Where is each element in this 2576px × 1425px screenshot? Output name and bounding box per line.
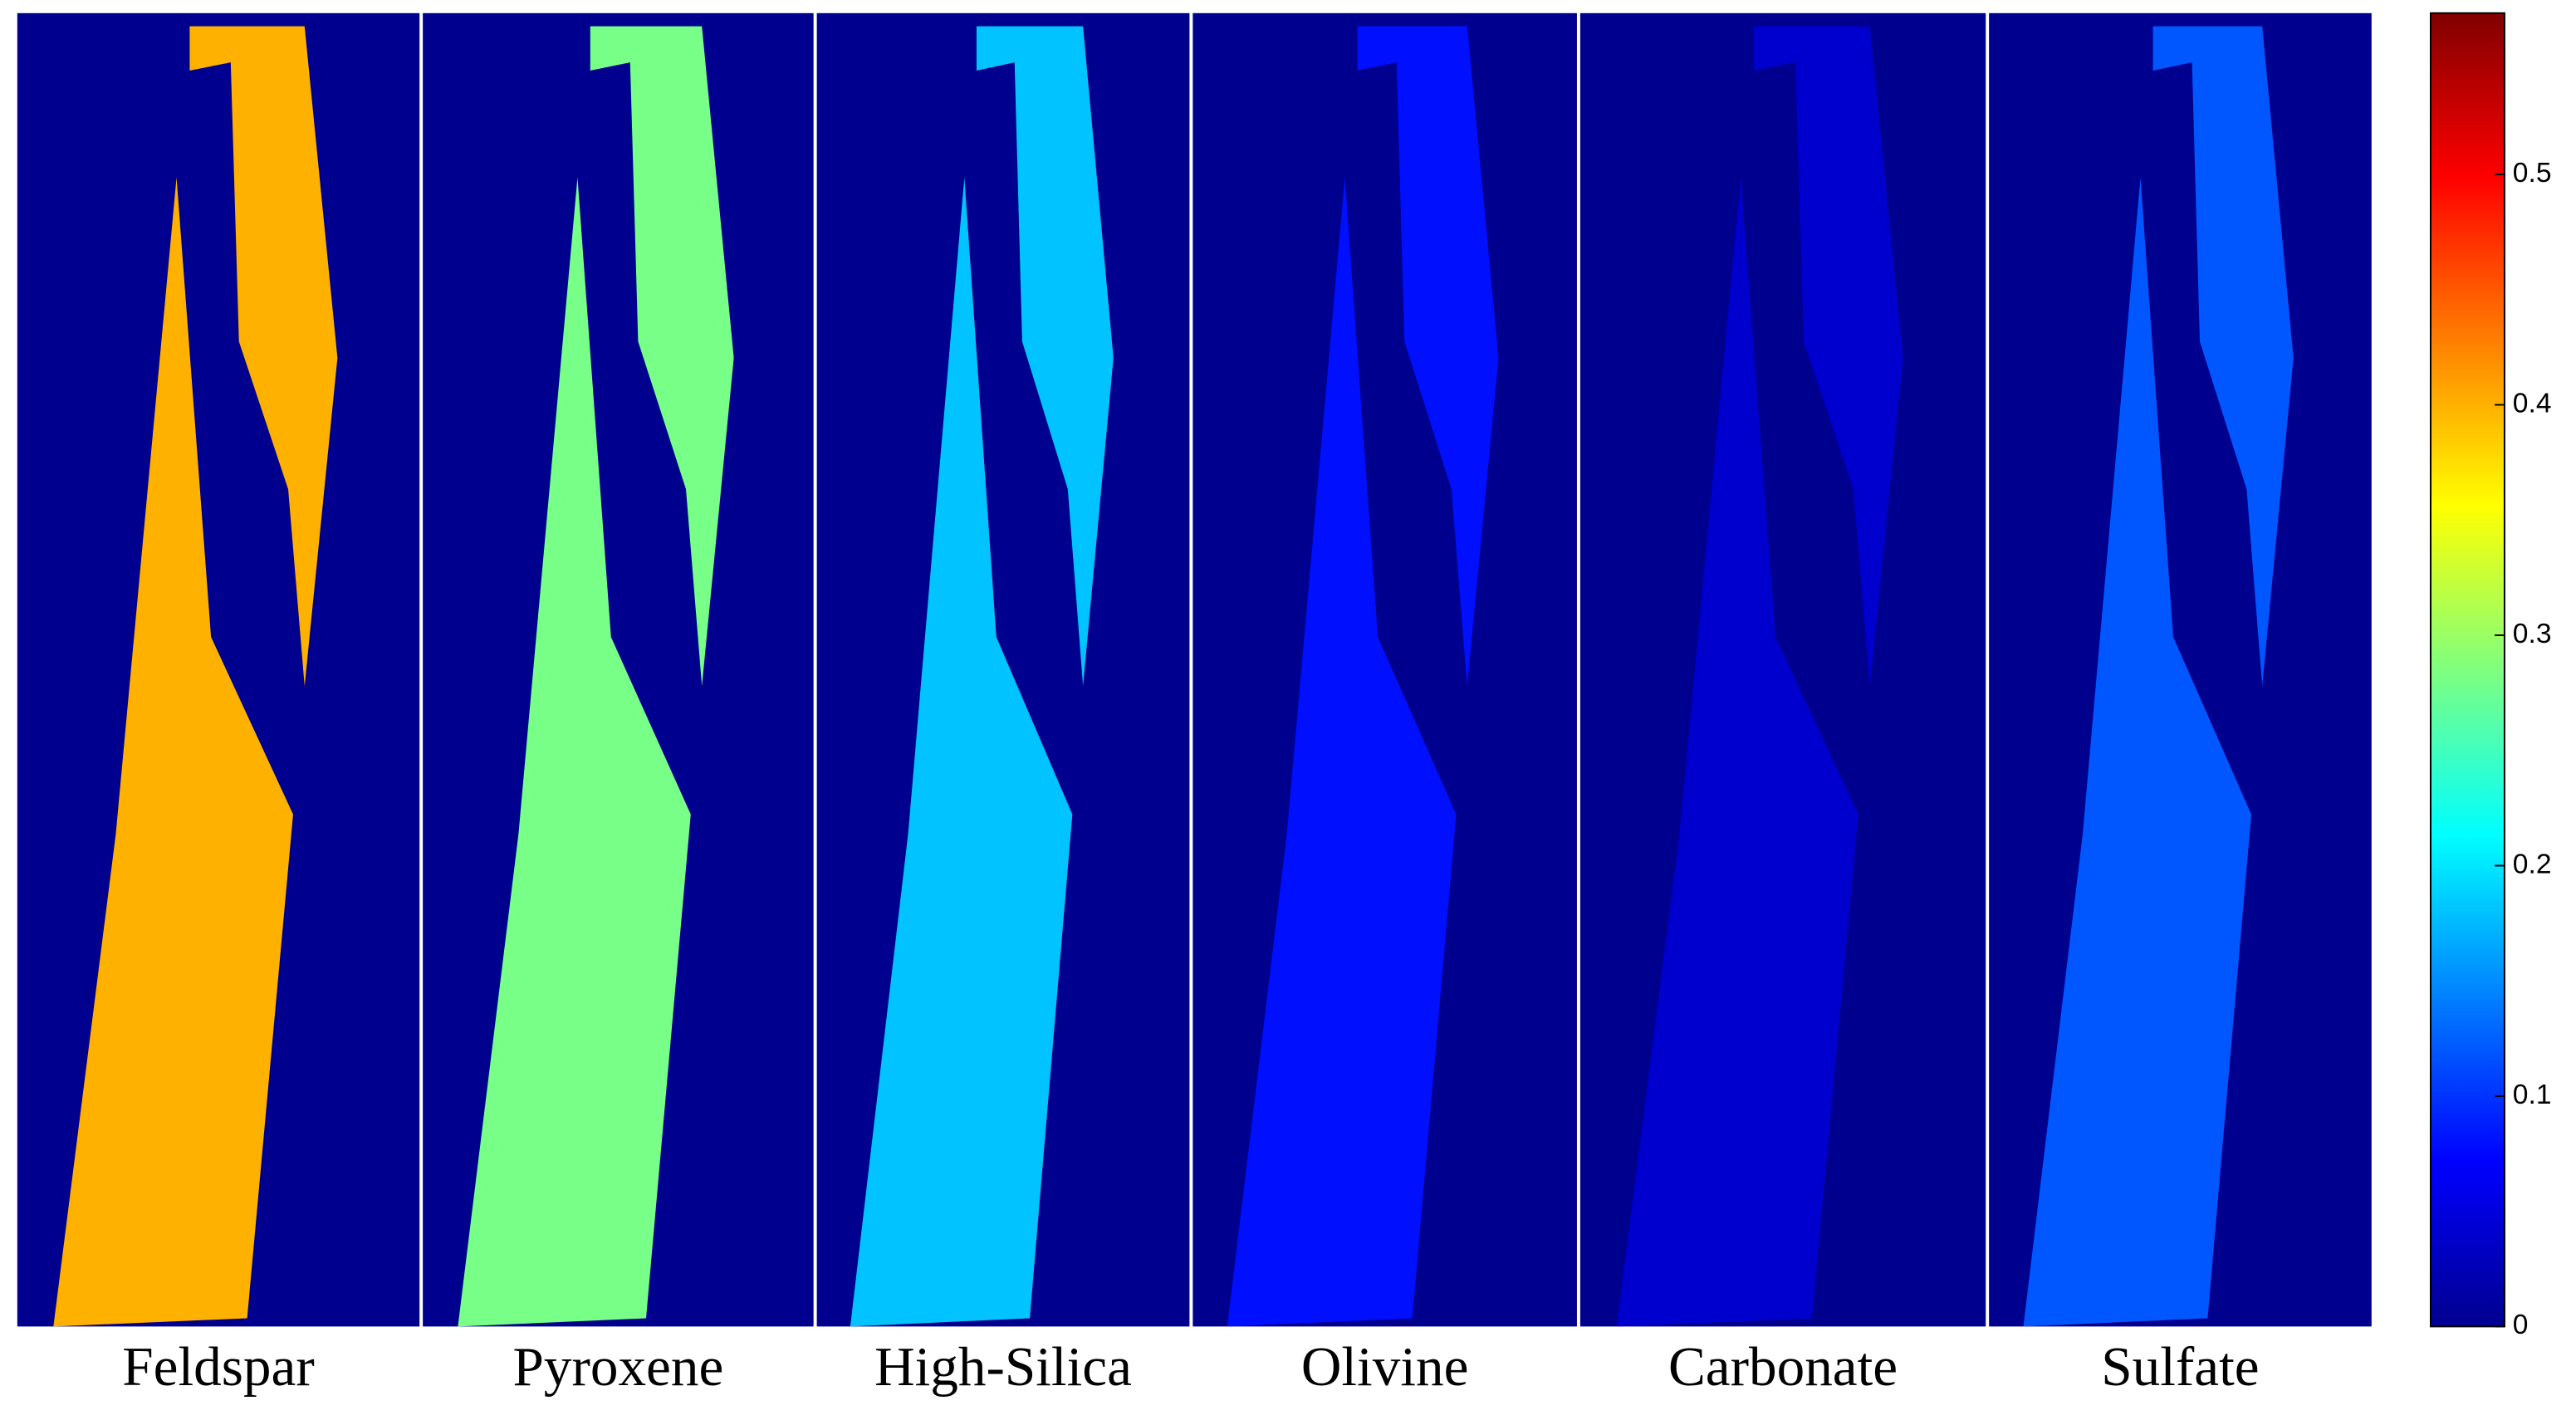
panel-label: High-Silica (874, 1335, 1132, 1398)
colorbar-tick-label: 0.4 (2513, 388, 2552, 419)
panel-label: Feldspar (122, 1335, 314, 1398)
colorbar-tick-label: 0.2 (2513, 849, 2552, 879)
abundance-map (2023, 177, 2252, 1327)
abundance-map (2152, 26, 2294, 687)
colorbar-tick-label: 0.5 (2513, 158, 2552, 189)
abundance-map (458, 177, 691, 1327)
panel-label: Sulfate (2101, 1335, 2259, 1398)
panel-label: Pyroxene (512, 1335, 723, 1398)
abundance-map (1357, 26, 1499, 687)
colorbar-tick-label: 0.1 (2513, 1080, 2552, 1110)
colorbar-tick-label: 0.3 (2513, 619, 2552, 649)
abundance-map (590, 26, 734, 687)
panel-label: Carbonate (1668, 1335, 1898, 1398)
abundance-map (1616, 177, 1859, 1327)
panel-label: Olivine (1301, 1335, 1469, 1398)
abundance-map (850, 177, 1073, 1327)
abundance-map (189, 26, 338, 687)
colorbar-tick-label: 0 (2513, 1310, 2529, 1340)
colorbar (2429, 12, 2505, 1328)
abundance-map (1754, 26, 1903, 687)
abundance-map (1227, 177, 1457, 1327)
abundance-map (53, 177, 293, 1327)
abundance-map (976, 26, 1114, 687)
